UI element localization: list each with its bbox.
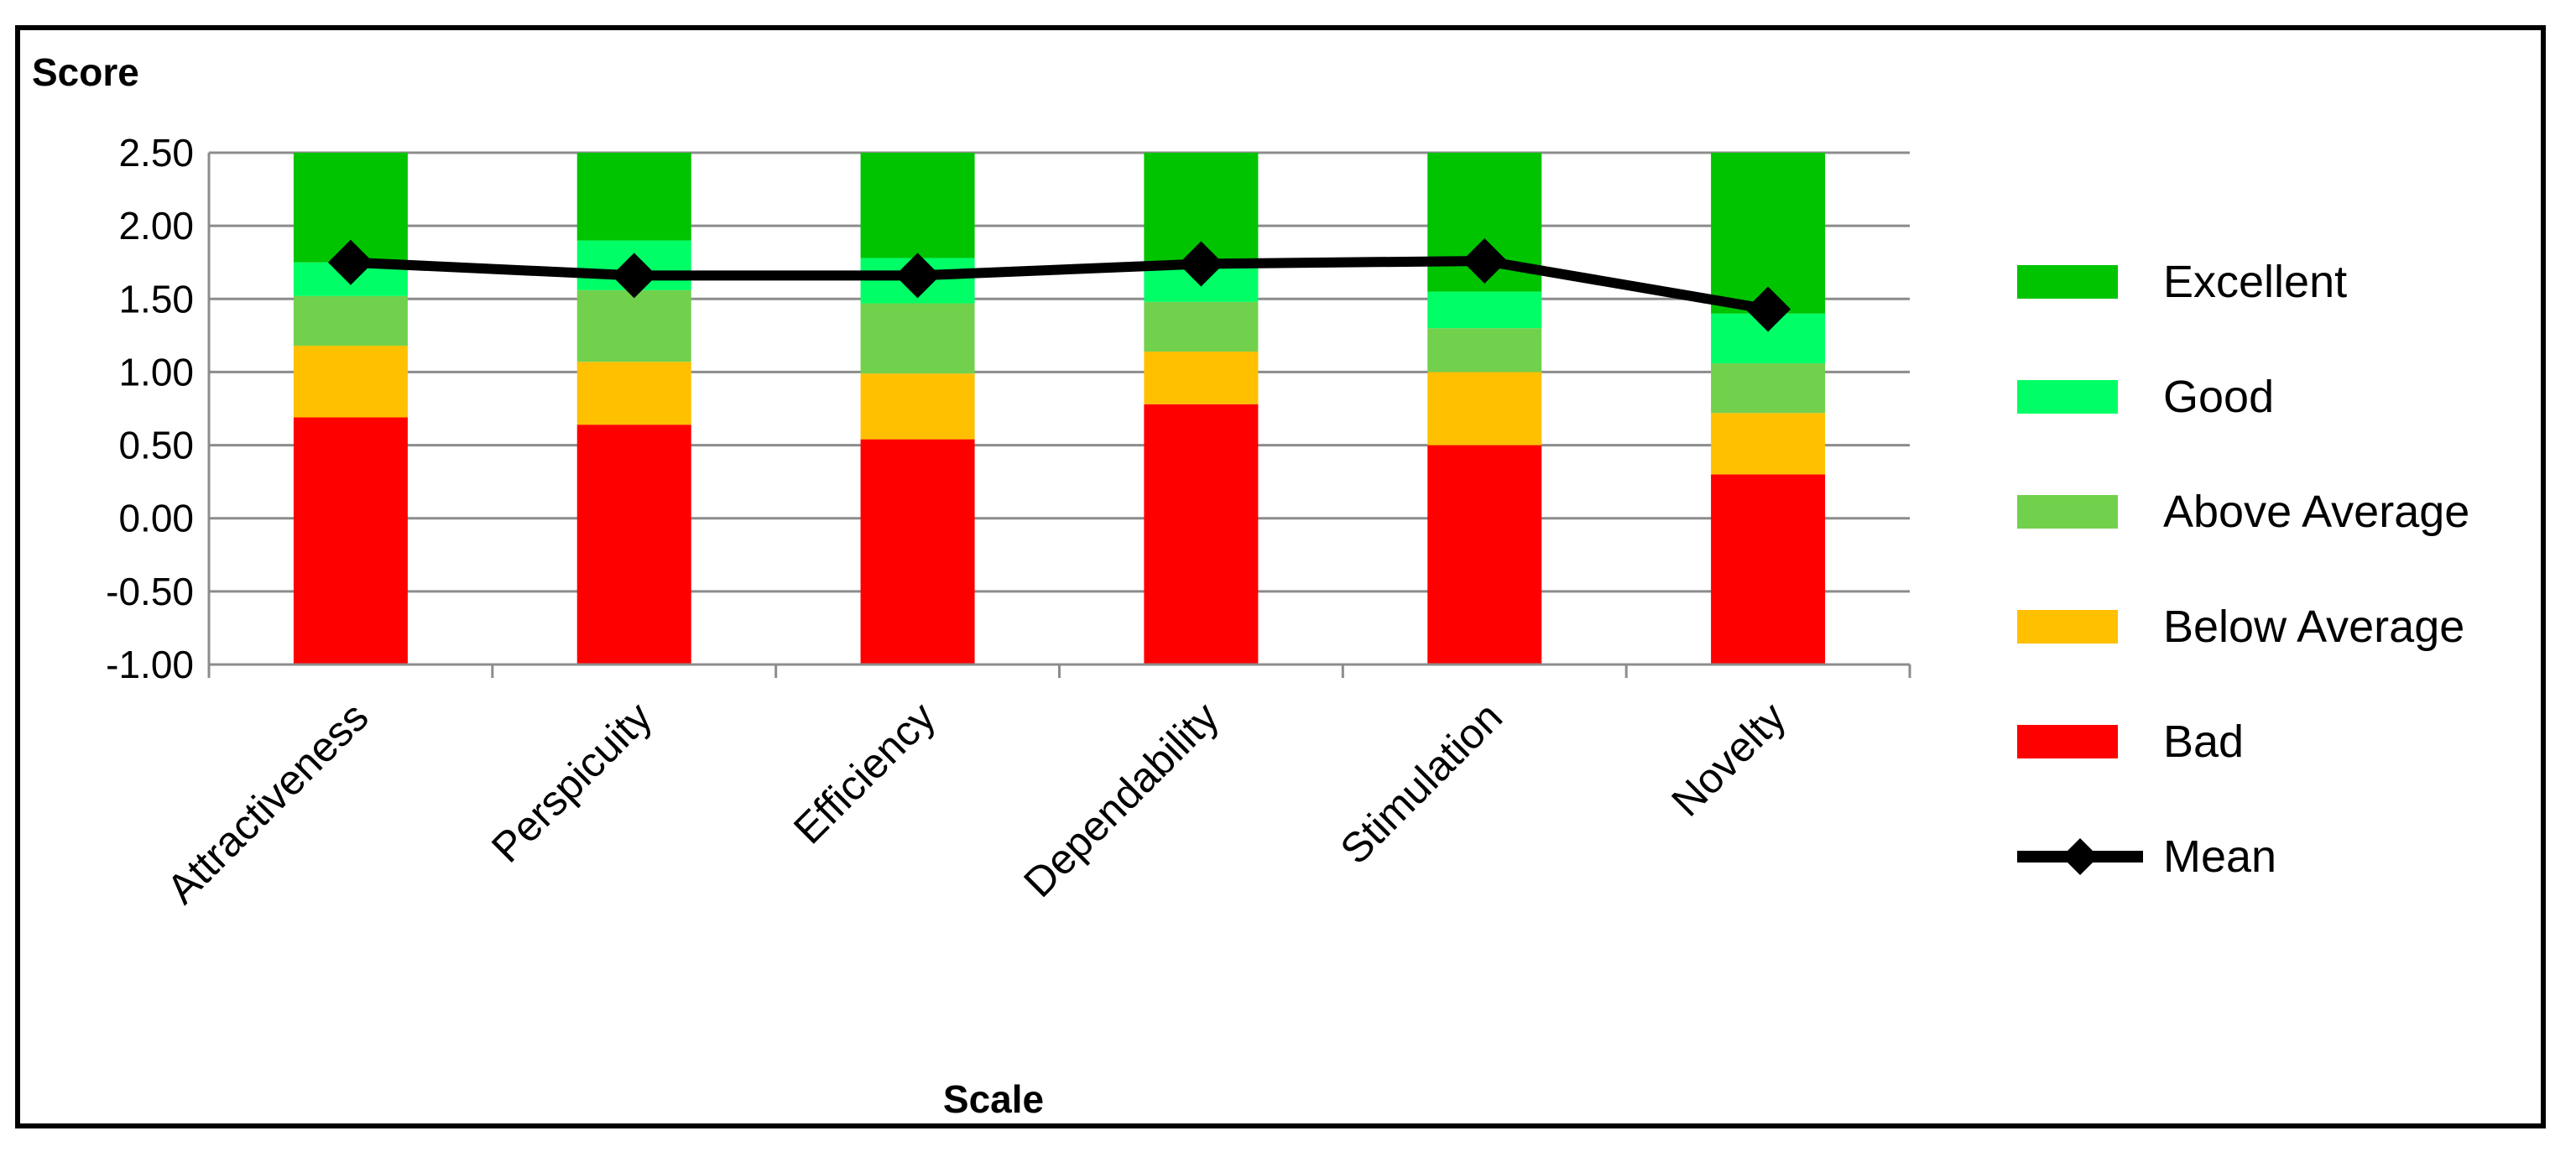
mean-marker <box>327 239 373 285</box>
x-tick-labels: Attractiveness Perspicuity Efficiency Depen… <box>158 693 1795 913</box>
bar-segment-bad <box>860 439 975 664</box>
mean-line-series <box>327 237 1791 332</box>
y-tick-label: 2.00 <box>118 204 194 248</box>
mean-marker <box>611 253 657 299</box>
gridlines <box>209 151 1910 666</box>
bar-segment-excellent <box>576 153 691 241</box>
legend-swatch-below-average <box>2017 610 2118 644</box>
y-tick-label: -1.00 <box>106 643 194 686</box>
bar-segment-above-average <box>293 295 408 347</box>
bar-segment-above-average <box>1427 328 1542 373</box>
bar-segment-above-average <box>860 303 975 374</box>
x-axis-label: Scale <box>943 1077 1044 1121</box>
chart-frame: -1.00 -0.50 0.00 0.50 1.00 1.50 2.00 2.50 Attra… <box>15 25 2546 1128</box>
legend-label-below-average: Below Average <box>2163 602 2464 652</box>
mean-marker <box>894 253 941 299</box>
legend: Excellent Good Above Average Below Average B… <box>2017 257 2469 882</box>
mean-marker <box>1178 241 1224 287</box>
x-tick-label: Attractiveness <box>158 693 378 913</box>
y-tick-label: 2.50 <box>118 131 194 175</box>
axes <box>207 153 1911 678</box>
legend-swatch-excellent <box>2017 265 2118 299</box>
x-tick-label: Efficiency <box>785 693 944 852</box>
x-tick-label: Novelty <box>1662 693 1794 825</box>
legend-label-excellent: Excellent <box>2163 257 2347 307</box>
mean-marker <box>1745 286 1791 332</box>
bar-segment-below-average <box>860 373 975 440</box>
x-tick-label: Perspicuity <box>482 693 661 872</box>
y-tick-label: 1.00 <box>118 350 194 393</box>
y-axis-label: Score <box>32 50 139 94</box>
legend-swatch-good <box>2017 380 2118 414</box>
bar-segment-below-average <box>1427 372 1542 446</box>
mean-line <box>350 255 1770 315</box>
legend-label-above-average: Above Average <box>2163 487 2469 537</box>
ux-benchmark-chart: -1.00 -0.50 0.00 0.50 1.00 1.50 2.00 2.50 Attra… <box>32 50 2469 1121</box>
x-tick-label: Dependability <box>1014 693 1228 906</box>
mean-marker <box>1462 237 1508 284</box>
stacked-bars <box>293 153 1826 664</box>
bar-segment-above-average <box>1144 301 1259 352</box>
legend-label-mean: Mean <box>2163 831 2276 882</box>
y-tick-label: 0.50 <box>118 424 194 467</box>
bar-segment-bad <box>576 425 691 664</box>
bar-segment-below-average <box>293 346 408 418</box>
bar-segment-below-average <box>1144 352 1259 404</box>
y-tick-label: 0.00 <box>118 497 194 540</box>
bar-segment-below-average <box>1711 413 1826 475</box>
y-tick-label: -0.50 <box>106 570 194 613</box>
legend-label-bad: Bad <box>2163 717 2244 767</box>
legend-swatch-bad <box>2017 725 2118 758</box>
bar-segment-bad <box>1711 474 1826 664</box>
bar-segment-good <box>1427 291 1542 329</box>
x-tick-label: Stimulation <box>1332 693 1511 873</box>
legend-marker-mean <box>2062 838 2099 875</box>
bar-segment-excellent <box>860 153 975 258</box>
y-tick-labels: -1.00 -0.50 0.00 0.50 1.00 1.50 2.00 2.50 <box>106 131 194 686</box>
bar-segment-bad <box>1144 404 1259 664</box>
y-tick-label: 1.50 <box>118 277 194 321</box>
legend-swatch-above-average <box>2017 495 2118 529</box>
bar-segment-below-average <box>576 362 691 425</box>
bar-segment-above-average <box>576 289 691 362</box>
legend-label-good: Good <box>2163 372 2274 422</box>
bar-segment-bad <box>293 417 408 664</box>
bar-segment-above-average <box>1711 362 1826 414</box>
bar-segment-bad <box>1427 445 1542 664</box>
